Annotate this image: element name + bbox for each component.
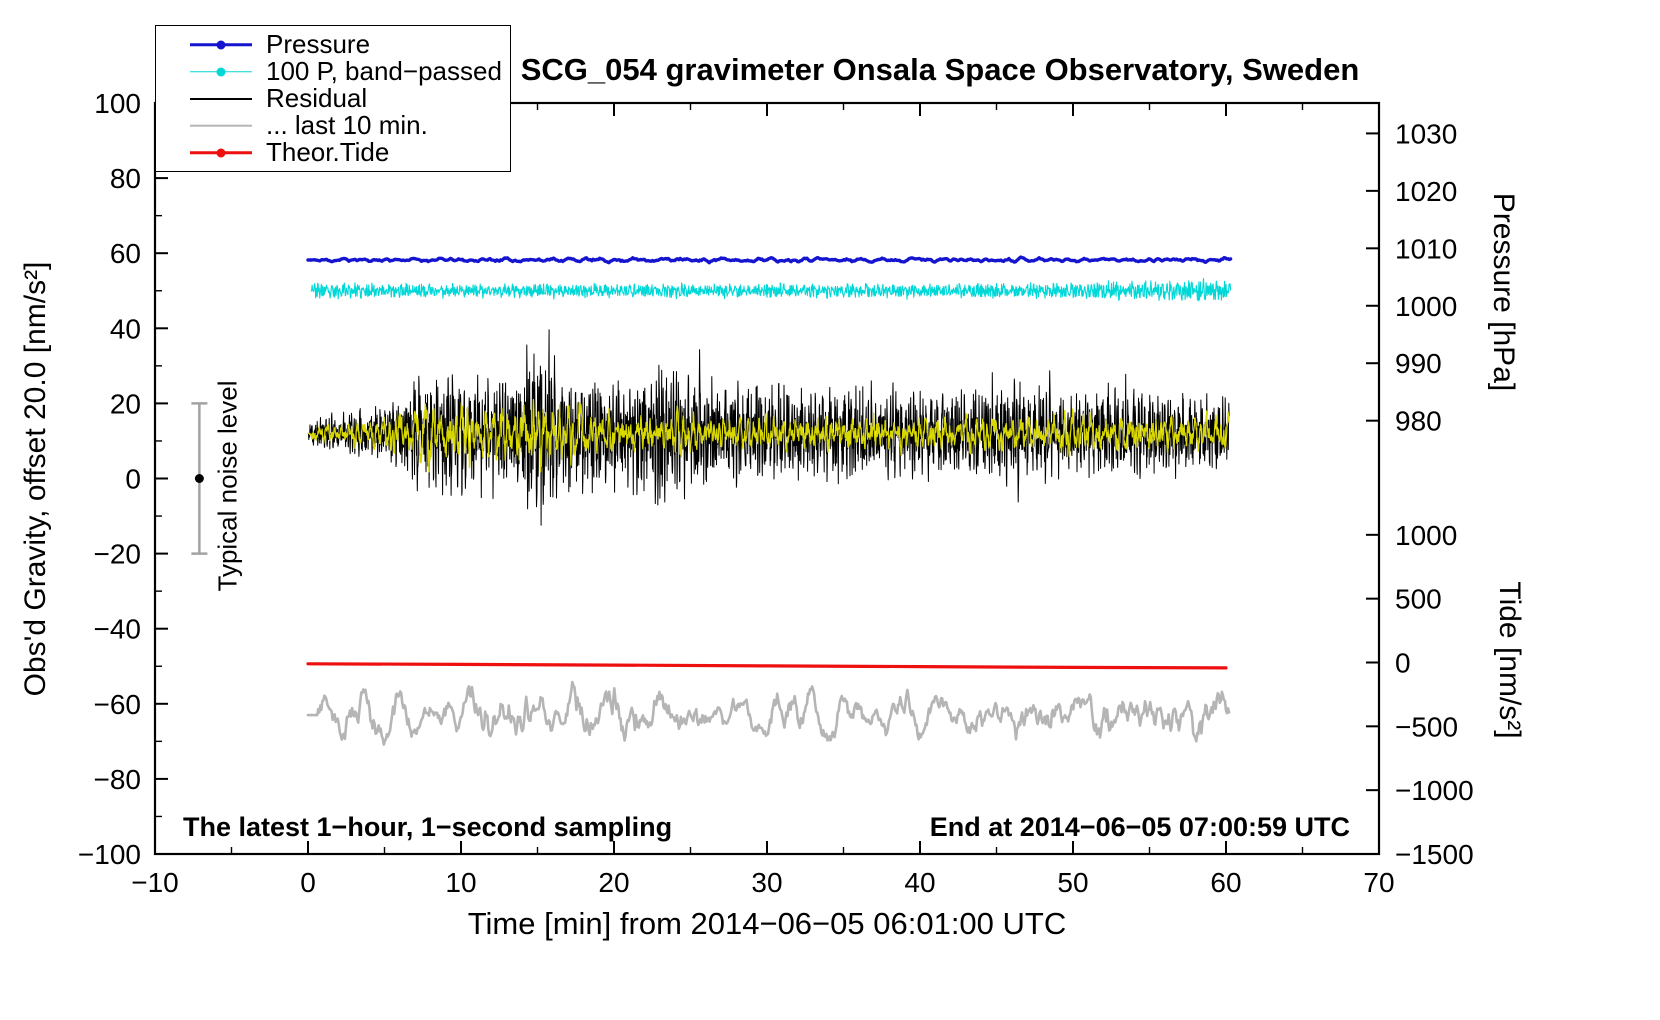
legend-item-label: Theor.Tide xyxy=(266,137,390,167)
svg-text:0: 0 xyxy=(300,867,316,898)
legend-item-last-10-min: ... last 10 min. xyxy=(156,110,510,140)
legend-marker-dot-icon xyxy=(216,148,226,157)
svg-text:−10: −10 xyxy=(131,867,179,898)
svg-text:20: 20 xyxy=(110,388,141,419)
noise-level-label: Typical noise level xyxy=(212,380,243,592)
legend: Pressure 100 P, band−passed Residual... la… xyxy=(155,25,511,172)
legend-marker-dot-icon xyxy=(216,67,226,76)
svg-text:1020: 1020 xyxy=(1395,176,1457,207)
svg-text:−20: −20 xyxy=(94,539,142,570)
legend-line-sample xyxy=(190,39,252,51)
svg-text:0: 0 xyxy=(125,464,141,495)
legend-item-residual: Residual xyxy=(156,83,510,113)
y-axis-label-pressure: Pressure [hPa] xyxy=(1487,192,1520,392)
svg-text:−60: −60 xyxy=(94,689,142,720)
legend-item-100-p-band-passed: 100 P, band−passed xyxy=(156,56,510,86)
svg-text:10: 10 xyxy=(445,867,476,898)
legend-line-sample xyxy=(190,66,252,78)
svg-text:−80: −80 xyxy=(94,764,142,795)
sampling-annotation: The latest 1−hour, 1−second sampling xyxy=(183,812,673,842)
series-residual-band-passed-yellow xyxy=(307,398,1230,473)
svg-text:980: 980 xyxy=(1395,406,1442,437)
y-axis-ticks-tide: 1000 500 0 −500 −1000 −1500 xyxy=(1366,520,1474,870)
svg-text:−40: −40 xyxy=(94,614,142,645)
legend-item-pressure: Pressure xyxy=(156,29,510,59)
svg-text:20: 20 xyxy=(598,867,629,898)
y-axis-label-tide: Tide [nm/s²] xyxy=(1493,581,1526,739)
legend-line-sample xyxy=(190,120,252,132)
svg-text:1010: 1010 xyxy=(1395,233,1457,264)
chart-title: SCG_054 gravimeter Onsala Space Observat… xyxy=(520,52,1360,87)
legend-line xyxy=(190,97,252,100)
legend-line xyxy=(190,124,252,127)
y-axis-ticks-gravity: −100 −80 −60 −40 −20 0 20 40 60 80 100 xyxy=(78,88,168,870)
svg-text:60: 60 xyxy=(110,238,141,269)
x-axis-ticks: −10 0 10 20 30 40 50 60 70 xyxy=(131,103,1395,898)
legend-line-sample xyxy=(190,93,252,105)
legend-line-sample xyxy=(190,147,252,159)
svg-text:−500: −500 xyxy=(1395,711,1458,742)
svg-text:100: 100 xyxy=(94,88,141,119)
noise-level-errorbar xyxy=(191,402,208,555)
svg-text:50: 50 xyxy=(1057,867,1088,898)
legend-item-label: Residual xyxy=(266,83,368,113)
legend-item-label: 100 P, band−passed xyxy=(266,56,502,86)
svg-text:−1500: −1500 xyxy=(1395,839,1474,870)
end-time-annotation: End at 2014−06−05 07:00:59 UTC xyxy=(929,812,1350,842)
series-100-p-band-passed xyxy=(310,278,1232,302)
svg-text:1000: 1000 xyxy=(1395,291,1457,322)
y-axis-ticks-pressure: 1030 1020 1010 1000 990 980 xyxy=(1366,118,1457,437)
svg-text:0: 0 xyxy=(1395,647,1411,678)
svg-text:990: 990 xyxy=(1395,348,1442,379)
series-theor-tide xyxy=(306,662,1228,670)
svg-text:40: 40 xyxy=(904,867,935,898)
legend-item-label: ... last 10 min. xyxy=(266,110,428,140)
legend-marker-dot-icon xyxy=(216,40,226,49)
legend-item-label: Pressure xyxy=(266,29,371,59)
svg-text:70: 70 xyxy=(1363,867,1394,898)
svg-text:−100: −100 xyxy=(78,839,141,870)
svg-text:80: 80 xyxy=(110,163,141,194)
series-last-10-min xyxy=(306,680,1231,746)
y-axis-label-gravity: Obs'd Gravity, offset 20.0 [nm/s²] xyxy=(19,261,52,697)
svg-text:−1000: −1000 xyxy=(1395,775,1474,806)
svg-text:1000: 1000 xyxy=(1395,520,1457,551)
svg-text:40: 40 xyxy=(110,313,141,344)
svg-text:30: 30 xyxy=(751,867,782,898)
x-axis-label: Time [min] from 2014−06−05 06:01:00 UTC xyxy=(467,906,1067,941)
svg-text:500: 500 xyxy=(1395,584,1442,615)
svg-text:1030: 1030 xyxy=(1395,118,1457,149)
series-pressure xyxy=(306,255,1233,265)
legend-item-theor-tide: Theor.Tide xyxy=(156,137,510,167)
series-residual xyxy=(307,329,1230,526)
svg-text:60: 60 xyxy=(1210,867,1241,898)
